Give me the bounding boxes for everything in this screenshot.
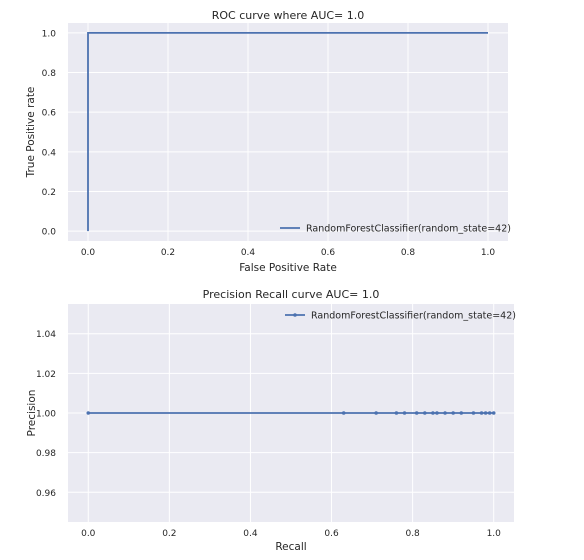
x-tick-label: 0.6 <box>321 248 336 258</box>
data-point <box>471 411 476 415</box>
y-tick-label: 0.6 <box>42 109 57 119</box>
data-point <box>443 411 447 415</box>
legend: RandomForestClassifier(random_state=42) <box>285 311 516 322</box>
chart-title: ROC curve where AUC= 1.0 <box>212 9 365 22</box>
legend-label: RandomForestClassifier(random_state=42) <box>306 224 511 235</box>
data-point <box>491 411 496 415</box>
y-tick-label: 0.96 <box>36 489 56 499</box>
x-tick-label: 0.2 <box>161 248 175 258</box>
y-tick-label: 0.0 <box>42 228 57 238</box>
data-point <box>86 411 91 415</box>
series-line <box>87 32 488 232</box>
x-tick-label: 0.8 <box>401 248 416 258</box>
x-axis-label: Recall <box>275 541 306 553</box>
x-tick-label: 0.8 <box>405 529 420 539</box>
x-axis-label: False Positive Rate <box>239 262 337 274</box>
data-point <box>451 411 455 415</box>
y-tick-label: 0.4 <box>42 148 57 158</box>
y-tick-label: 1.00 <box>36 410 56 420</box>
x-tick-label: 0.0 <box>81 248 96 258</box>
data-point <box>479 411 484 415</box>
data-point <box>431 411 435 415</box>
data-point <box>341 411 346 415</box>
y-tick-label: 0.8 <box>42 69 57 79</box>
data-point <box>402 411 407 415</box>
legend-label: RandomForestClassifier(random_state=42) <box>311 311 516 322</box>
legend: RandomForestClassifier(random_state=42) <box>280 224 511 235</box>
y-tick-label: 0.2 <box>42 188 56 198</box>
y-tick-label: 1.02 <box>36 370 56 380</box>
plot-area <box>68 23 508 241</box>
data-point <box>435 411 439 415</box>
x-tick-label: 0.6 <box>324 529 339 539</box>
precision-recall-chart: 0.0 0.2 0.4 0.6 0.8 1.0 0.96 0.98 1.00 1.02 1.04 Pr… <box>26 288 516 553</box>
data-point <box>459 411 464 415</box>
y-axis-label: Precision <box>26 390 38 437</box>
data-point <box>414 411 419 415</box>
y-tick-label: 1.04 <box>36 330 56 340</box>
data-point <box>423 411 427 415</box>
x-tick-label: 0.4 <box>243 529 258 539</box>
y-axis-label: True Positive rate <box>25 87 37 179</box>
chart-title: Precision Recall curve AUC= 1.0 <box>203 288 380 301</box>
data-point <box>394 411 399 415</box>
data-point <box>483 411 488 415</box>
roc-chart: 0.0 0.2 0.4 0.6 0.8 1.0 0.0 0.2 0.4 0.6 0.8 1.0 ROC … <box>25 9 511 274</box>
x-tick-label: 0.2 <box>162 529 176 539</box>
x-tick-label: 0.4 <box>241 248 256 258</box>
data-point <box>374 411 378 415</box>
x-tick-label: 0.0 <box>81 529 96 539</box>
legend-marker <box>293 313 297 317</box>
y-tick-label: 0.98 <box>36 449 56 459</box>
x-tick-label: 1.0 <box>481 248 496 258</box>
data-point <box>487 411 492 415</box>
y-tick-label: 1.0 <box>42 29 57 39</box>
x-tick-label: 1.0 <box>487 529 502 539</box>
